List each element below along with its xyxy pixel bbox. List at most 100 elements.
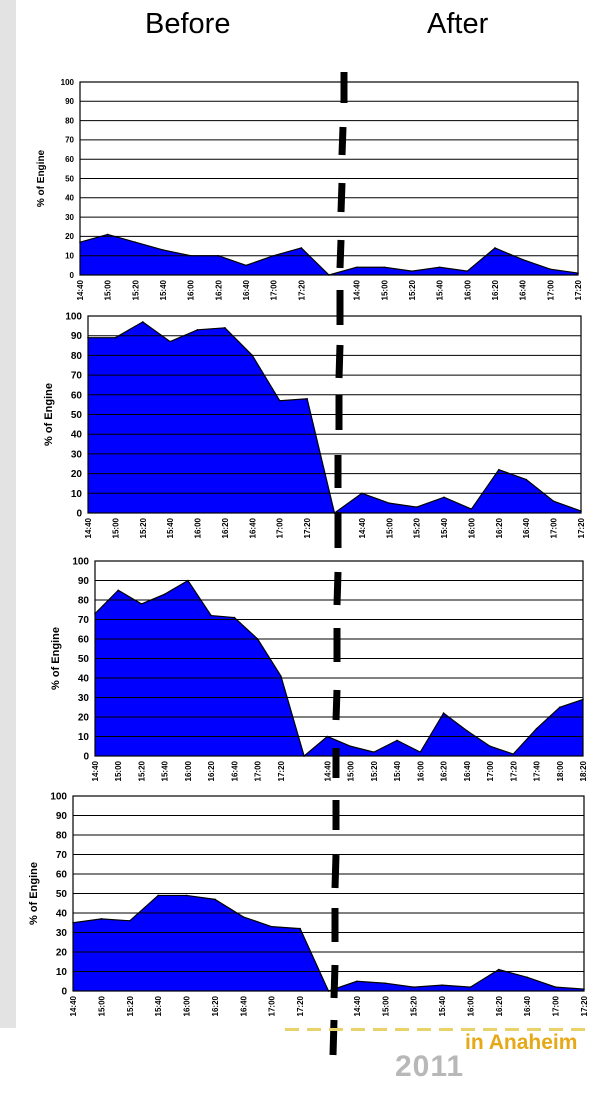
y-tick-label: 50 bbox=[65, 174, 74, 183]
x-tick-label: 16:20 bbox=[207, 760, 216, 781]
x-tick-label: 17:20 bbox=[297, 279, 306, 300]
data-point bbox=[100, 918, 103, 920]
logo-year: 2011 bbox=[395, 1050, 465, 1083]
data-point bbox=[438, 266, 441, 269]
data-point bbox=[419, 751, 422, 753]
x-tick-label: 16:20 bbox=[495, 517, 504, 538]
y-tick-label: 10 bbox=[65, 252, 74, 261]
data-point bbox=[525, 478, 528, 481]
data-point bbox=[141, 321, 144, 323]
data-point bbox=[242, 916, 245, 918]
x-tick-label: 15:20 bbox=[131, 279, 140, 300]
y-tick-label: 60 bbox=[71, 390, 83, 401]
y-tick-label: 0 bbox=[61, 987, 67, 998]
data-point bbox=[162, 249, 164, 251]
data-point bbox=[256, 638, 259, 640]
y-tick-label: 30 bbox=[78, 693, 90, 704]
x-tick-label: 18:00 bbox=[556, 760, 565, 781]
x-tick-label: 15:40 bbox=[436, 279, 445, 300]
x-tick-label: 14:40 bbox=[76, 279, 85, 300]
data-point bbox=[466, 729, 468, 732]
x-tick-label: 15:40 bbox=[166, 517, 175, 538]
x-tick-label: 16:40 bbox=[239, 995, 248, 1016]
y-tick-label: 80 bbox=[78, 596, 90, 607]
x-tick-label: 16:00 bbox=[194, 517, 203, 538]
x-tick-label: 15:40 bbox=[159, 279, 168, 300]
y-axis-label: % of Engine bbox=[50, 627, 62, 690]
data-point bbox=[489, 745, 491, 748]
data-point bbox=[217, 254, 220, 257]
x-tick-label: 15:20 bbox=[126, 995, 135, 1016]
x-tick-label: 16:20 bbox=[211, 995, 220, 1016]
y-tick-label: 80 bbox=[56, 831, 68, 842]
x-tick-label: 17:00 bbox=[270, 279, 279, 300]
y-tick-label: 40 bbox=[56, 909, 68, 920]
x-tick-label: 17:20 bbox=[574, 279, 583, 300]
x-tick-label: 16:40 bbox=[230, 760, 239, 781]
data-point bbox=[272, 254, 275, 257]
x-tick-label: 17:20 bbox=[509, 760, 518, 781]
data-point bbox=[128, 920, 131, 922]
x-tick-label: 16:00 bbox=[463, 279, 472, 300]
x-tick-label: 15:40 bbox=[440, 517, 449, 538]
x-tick-label: 17:20 bbox=[296, 995, 305, 1016]
x-tick-label: 15:40 bbox=[154, 995, 163, 1016]
y-tick-label: 60 bbox=[78, 635, 90, 646]
y-tick-label: 10 bbox=[78, 732, 90, 743]
x-tick-label: 16:00 bbox=[187, 279, 196, 300]
x-tick-label: 16:00 bbox=[183, 995, 192, 1016]
data-point bbox=[278, 399, 281, 402]
y-tick-label: 60 bbox=[56, 870, 68, 881]
x-tick-label: 15:20 bbox=[137, 760, 146, 781]
x-tick-label: 17:20 bbox=[580, 995, 589, 1016]
x-tick-label: 15:00 bbox=[97, 995, 106, 1016]
x-tick-label: 15:40 bbox=[393, 760, 402, 781]
x-tick-label: 16:40 bbox=[242, 279, 251, 300]
data-point bbox=[558, 706, 561, 709]
x-tick-label: 16:00 bbox=[416, 760, 425, 781]
x-tick-label: 14:40 bbox=[353, 995, 362, 1016]
after-header: After bbox=[427, 8, 489, 40]
x-tick-label: 16:20 bbox=[214, 279, 223, 300]
data-point bbox=[521, 258, 524, 261]
y-tick-label: 80 bbox=[71, 351, 83, 362]
data-point bbox=[299, 927, 301, 930]
before-header: Before bbox=[145, 8, 231, 40]
data-point bbox=[396, 739, 398, 742]
data-point bbox=[441, 984, 443, 986]
x-tick-label: 16:40 bbox=[519, 279, 528, 300]
y-tick-label: 70 bbox=[56, 850, 68, 861]
y-tick-label: 100 bbox=[50, 792, 67, 803]
data-point bbox=[494, 247, 496, 249]
y-tick-label: 40 bbox=[78, 674, 90, 685]
x-tick-label: 16:40 bbox=[522, 517, 531, 538]
y-tick-label: 100 bbox=[61, 78, 75, 87]
y-tick-label: 50 bbox=[78, 654, 90, 665]
data-point bbox=[245, 264, 247, 267]
x-tick-label: 17:00 bbox=[550, 517, 559, 538]
x-tick-label: 14:40 bbox=[91, 760, 100, 781]
data-point bbox=[157, 894, 159, 897]
data-point bbox=[185, 894, 188, 897]
data-point bbox=[270, 925, 273, 928]
data-point bbox=[442, 712, 445, 714]
data-point bbox=[326, 735, 329, 738]
data-point bbox=[306, 397, 308, 400]
x-tick-label: 16:40 bbox=[523, 995, 532, 1016]
data-point bbox=[552, 500, 555, 502]
x-tick-label: 15:00 bbox=[380, 279, 389, 300]
data-point bbox=[356, 980, 358, 983]
x-tick-label: 14:40 bbox=[323, 760, 332, 781]
data-point bbox=[466, 270, 469, 272]
x-tick-label: 15:00 bbox=[104, 279, 113, 300]
x-tick-label: 15:00 bbox=[381, 995, 390, 1016]
x-tick-label: 17:20 bbox=[303, 517, 312, 538]
area-fill bbox=[95, 580, 583, 756]
data-point bbox=[210, 614, 212, 617]
y-tick-label: 0 bbox=[70, 271, 75, 280]
data-point bbox=[280, 675, 282, 677]
x-tick-label: 15:40 bbox=[161, 760, 170, 781]
data-point bbox=[388, 502, 391, 504]
y-axis-label: % of Engine bbox=[28, 862, 40, 925]
data-point bbox=[355, 266, 358, 269]
